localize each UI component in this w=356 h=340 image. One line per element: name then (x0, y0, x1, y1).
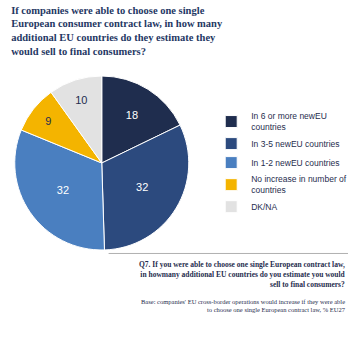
svg-text:18: 18 (126, 109, 138, 121)
svg-text:Base: companies' EU cross-bord: Base: companies' EU cross-border operati… (141, 298, 346, 313)
svg-text:32: 32 (136, 181, 148, 193)
svg-text:No increase in number ofcountr: No increase in number ofcountries (251, 174, 347, 195)
svg-text:If companies were able to choo: If companies were able to choose one sin… (11, 5, 223, 57)
svg-text:In 6 or more newEUcountries: In 6 or more newEUcountries (251, 111, 327, 132)
svg-text:9: 9 (45, 115, 51, 127)
svg-text:10: 10 (75, 94, 87, 106)
svg-text:In 1-2 newEU countries: In 1-2 newEU countries (251, 158, 339, 168)
svg-text:In 3-5 newEU countries: In 3-5 newEU countries (251, 139, 339, 149)
svg-text:32: 32 (57, 184, 69, 196)
svg-text:DK/NA: DK/NA (251, 202, 277, 212)
svg-text:Q7. If you were able to choose: Q7. If you were able to choose one singl… (139, 260, 346, 289)
